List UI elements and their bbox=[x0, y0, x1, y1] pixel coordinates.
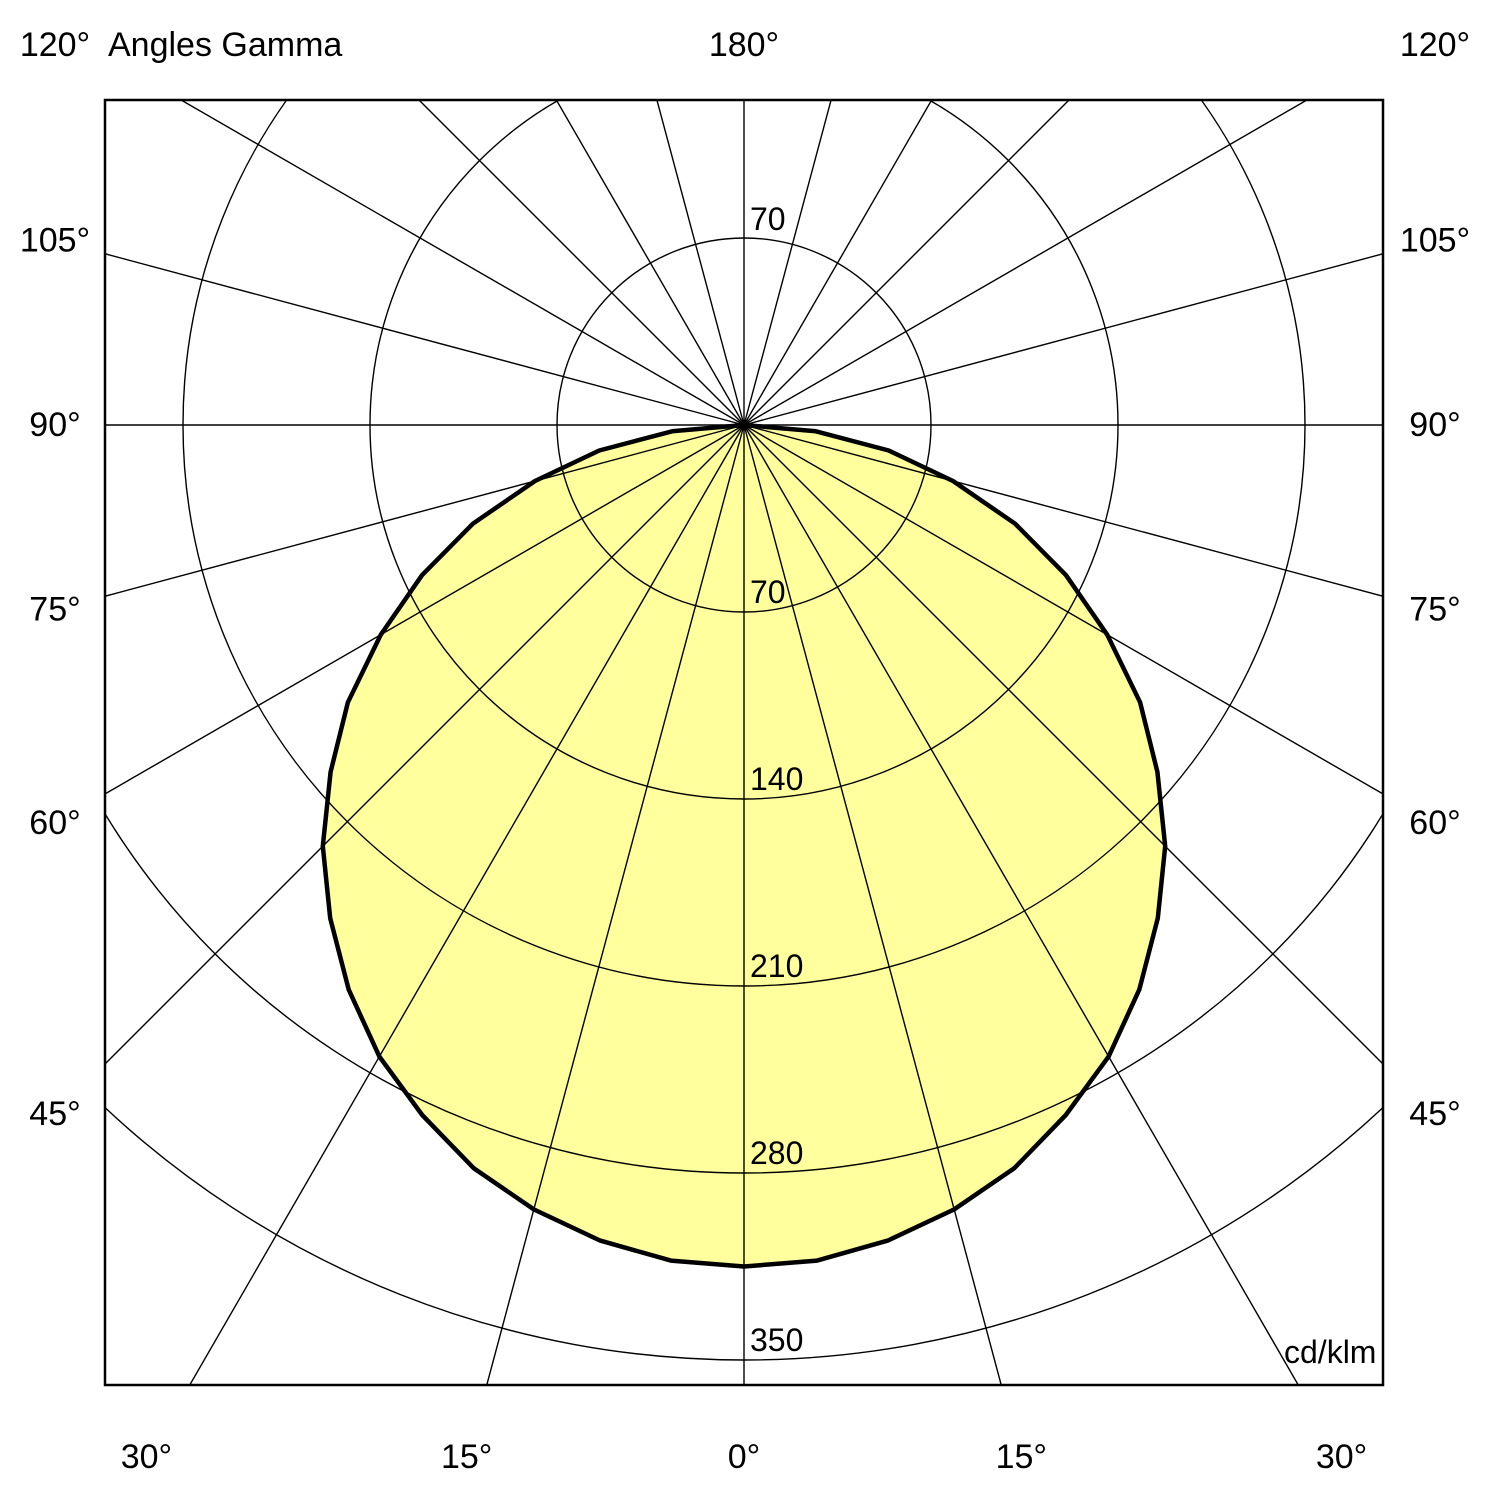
angle-label-right: 90° bbox=[1409, 406, 1460, 444]
angle-label-left: 45° bbox=[29, 1095, 80, 1133]
angle-label-left: 90° bbox=[29, 406, 80, 444]
unit-label: cd/klm bbox=[1284, 1334, 1377, 1370]
grid-ray bbox=[105, 424, 745, 1065]
radial-tick-label: 210 bbox=[750, 948, 803, 984]
grid-ray bbox=[105, 253, 745, 426]
plot-border bbox=[103, 98, 1385, 1387]
angle-label-left: 60° bbox=[29, 804, 80, 842]
radial-tick-label: 70 bbox=[750, 574, 786, 610]
grid-ray bbox=[743, 100, 832, 426]
angle-label-bottom: 15° bbox=[441, 1438, 492, 1476]
angle-label-bottom: 0° bbox=[728, 1438, 761, 1476]
angle-label-bottom: 30° bbox=[121, 1438, 172, 1476]
angle-label-right: 120° bbox=[1400, 26, 1470, 64]
angle-label-bottom: 15° bbox=[996, 1438, 1047, 1476]
angle-label-right: 60° bbox=[1409, 804, 1460, 842]
angle-label-left: 75° bbox=[29, 591, 80, 629]
radial-tick-label: 280 bbox=[750, 1135, 803, 1171]
grid-ray bbox=[105, 424, 745, 795]
grid-ray bbox=[743, 100, 1309, 426]
radial-tick-label: 350 bbox=[750, 1322, 803, 1358]
angle-label-right: 45° bbox=[1409, 1095, 1460, 1133]
angle-label-left: 120° bbox=[20, 26, 90, 64]
grid-ray bbox=[743, 424, 1383, 597]
grid-ray bbox=[743, 424, 1383, 1065]
angle-label-top: 180° bbox=[709, 26, 779, 64]
chart-title: Angles Gamma bbox=[108, 26, 343, 64]
grid-ray bbox=[486, 424, 745, 1385]
grid-ray bbox=[743, 100, 933, 426]
radial-tick-label: 70 bbox=[750, 201, 786, 237]
grid-ray bbox=[179, 100, 745, 426]
grid-ray bbox=[743, 253, 1383, 426]
grid-ray bbox=[555, 100, 745, 426]
angle-label-right: 105° bbox=[1400, 221, 1470, 259]
radial-tick-label: 140 bbox=[750, 761, 803, 797]
grid-ray bbox=[743, 424, 1383, 795]
distribution-curve bbox=[320, 422, 1168, 1269]
grid-ray bbox=[656, 100, 745, 426]
grid-ray bbox=[188, 424, 745, 1385]
grid-ray bbox=[418, 100, 745, 426]
angle-label-left: 105° bbox=[20, 221, 90, 259]
grid-ray bbox=[743, 424, 1002, 1385]
angle-label-bottom: 30° bbox=[1316, 1438, 1367, 1476]
angle-label-right: 75° bbox=[1409, 591, 1460, 629]
grid-ray bbox=[105, 424, 745, 597]
grid-ray bbox=[743, 424, 1300, 1385]
grid-ray bbox=[743, 100, 1070, 426]
